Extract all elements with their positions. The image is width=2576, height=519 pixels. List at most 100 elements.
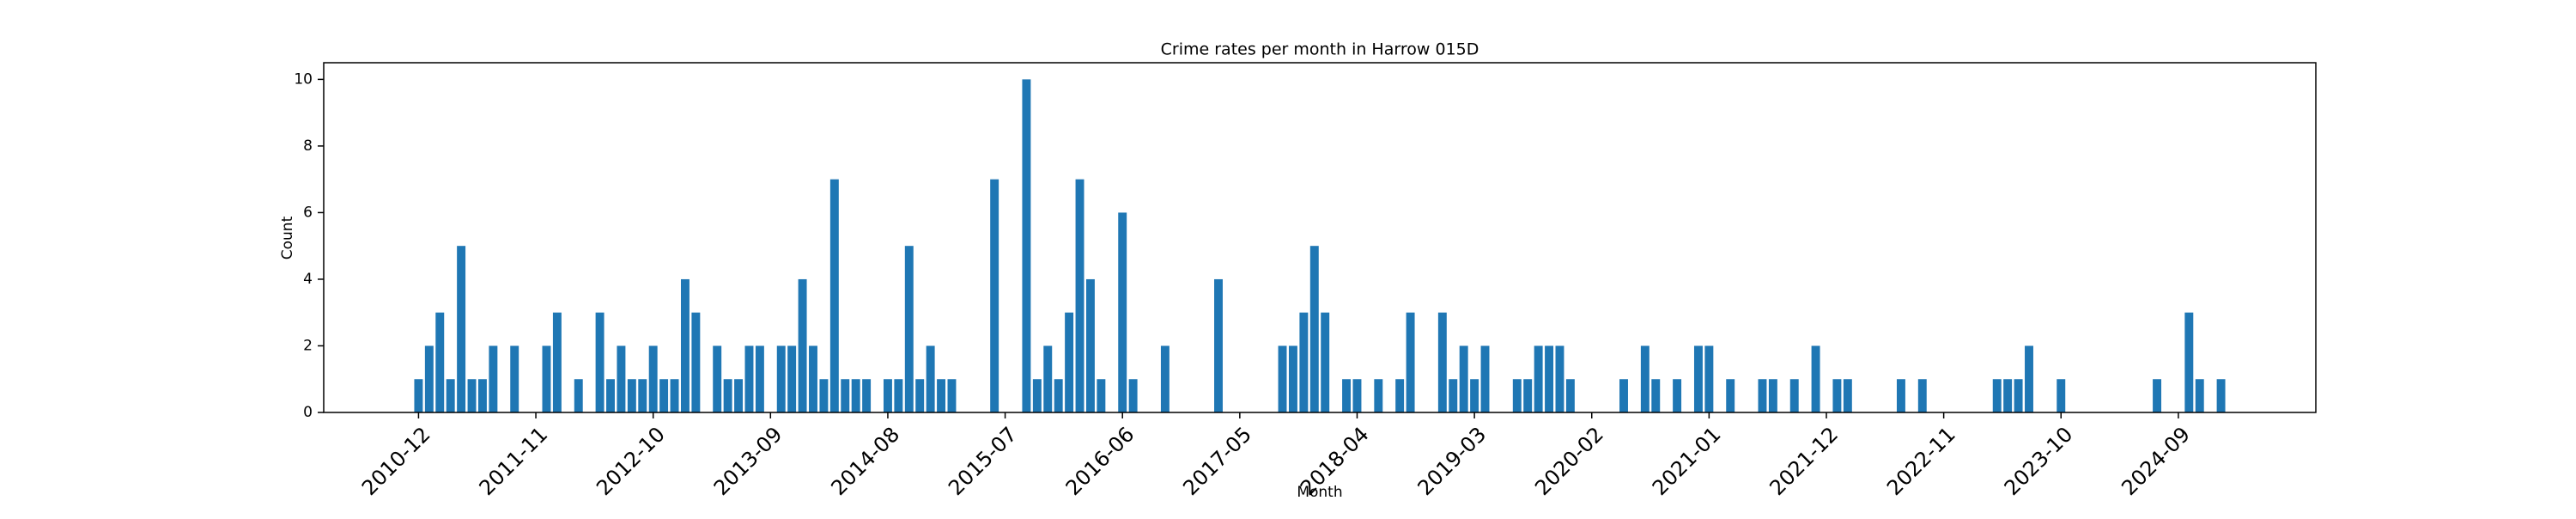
bar: [1054, 379, 1063, 412]
bar: [648, 345, 658, 412]
bar: [2014, 379, 2023, 412]
y-tick-label: 4: [303, 271, 313, 288]
bar: [1565, 379, 1575, 412]
bar: [457, 246, 466, 412]
bar: [1128, 379, 1138, 412]
bar: [1512, 379, 1522, 412]
x-tick-label: 2011-11: [475, 422, 553, 500]
bar: [819, 379, 829, 412]
bar: [1065, 312, 1074, 412]
x-axis-label: Month: [1297, 484, 1342, 501]
bar: [1214, 278, 1223, 412]
bar: [1022, 79, 1031, 412]
bar: [1321, 312, 1330, 412]
bar: [1843, 379, 1852, 412]
bar: [680, 278, 690, 412]
bar: [851, 379, 860, 412]
bar: [1651, 379, 1661, 412]
bar: [1470, 379, 1479, 412]
bar: [776, 345, 786, 412]
x-tick-label: 2019-03: [1413, 422, 1492, 500]
bar: [424, 345, 434, 412]
bar: [510, 345, 519, 412]
bar: [787, 345, 797, 412]
bar: [670, 379, 679, 412]
bar: [904, 246, 914, 412]
bar: [414, 379, 423, 412]
bar: [1758, 379, 1767, 412]
bar: [659, 379, 669, 412]
x-tick-label: 2014-08: [826, 422, 904, 500]
bar: [542, 345, 551, 412]
bar: [1832, 379, 1842, 412]
x-tick-label: 2015-07: [944, 422, 1022, 500]
bar: [1118, 212, 1127, 412]
x-tick-label: 2024-09: [2117, 422, 2195, 500]
bar: [1342, 379, 1352, 412]
bar: [990, 179, 999, 412]
bar: [1032, 379, 1042, 412]
bar: [1288, 345, 1297, 412]
bar: [2003, 379, 2013, 412]
bar: [2184, 312, 2194, 412]
bar: [734, 379, 744, 412]
bar: [809, 345, 817, 412]
x-tick-label: 2013-09: [709, 422, 787, 500]
x-tick-label: 2017-05: [1178, 422, 1256, 500]
bar: [841, 379, 850, 412]
bar: [947, 379, 957, 412]
bar: [606, 379, 615, 412]
bar: [1673, 379, 1682, 412]
bar: [862, 379, 872, 412]
x-tick-label: 2023-10: [2000, 422, 2078, 500]
bar: [435, 312, 445, 412]
bar: [1374, 379, 1383, 412]
bar: [1534, 345, 1543, 412]
y-tick-label: 8: [303, 137, 313, 155]
bar: [1278, 345, 1287, 412]
bar: [1789, 379, 1799, 412]
bar: [638, 379, 647, 412]
bar: [1523, 379, 1533, 412]
chart-title: Crime rates per month in Harrow 015D: [1161, 40, 1479, 59]
bar: [1693, 345, 1703, 412]
x-tick-label: 2016-06: [1061, 422, 1139, 500]
bar: [617, 345, 626, 412]
bar: [1640, 345, 1649, 412]
bar: [1406, 312, 1415, 412]
bar: [1992, 379, 2002, 412]
bar: [1726, 379, 1735, 412]
bar: [937, 379, 946, 412]
bar: [1896, 379, 1905, 412]
bar: [489, 345, 498, 412]
bar: [477, 379, 487, 412]
bar: [1043, 345, 1053, 412]
bar: [713, 345, 722, 412]
bar: [1619, 379, 1628, 412]
bar: [574, 379, 583, 412]
bar: [2216, 379, 2226, 412]
bar: [926, 345, 935, 412]
bar: [1085, 278, 1095, 412]
bar: [1768, 379, 1777, 412]
bar: [1075, 179, 1084, 412]
bar: [1555, 345, 1564, 412]
bar: [829, 179, 839, 412]
y-tick-label: 10: [294, 70, 313, 88]
bar: [1097, 379, 1106, 412]
bar: [744, 345, 754, 412]
bar: [1480, 345, 1490, 412]
bar: [2153, 379, 2162, 412]
plot-frame: [323, 62, 2317, 413]
bar: [691, 312, 701, 412]
x-tick-label: 2022-11: [1882, 422, 1960, 500]
y-axis-label: Count: [279, 216, 296, 260]
bar: [1545, 345, 1554, 412]
bar: [1299, 312, 1309, 412]
bar: [1395, 379, 1405, 412]
x-tick-label: 2012-10: [592, 422, 670, 500]
bar: [883, 379, 892, 412]
y-tick-label: 2: [303, 337, 313, 354]
